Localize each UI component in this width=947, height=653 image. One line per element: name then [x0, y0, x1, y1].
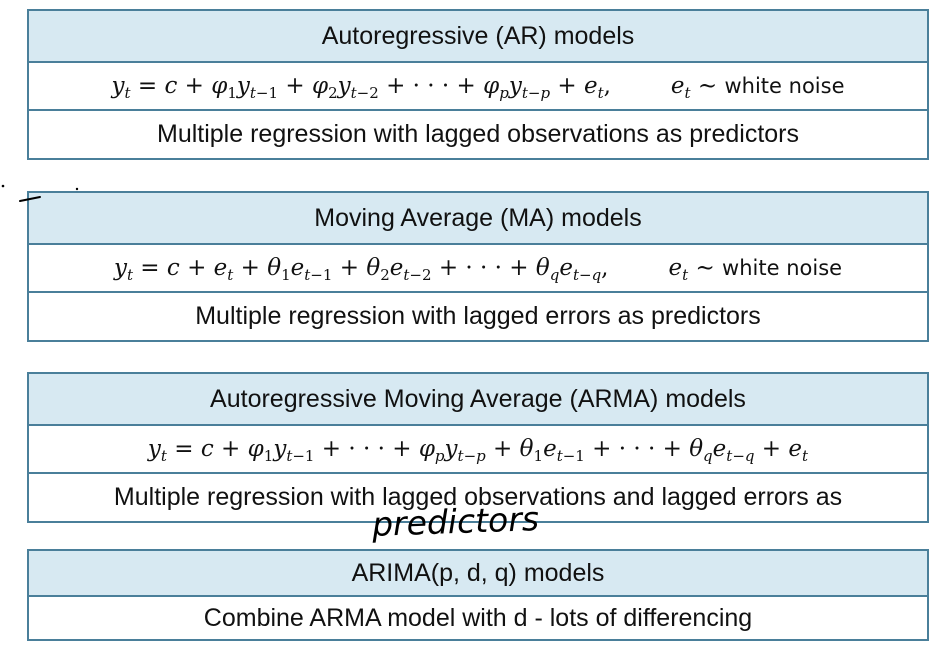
arma-title: Autoregressive Moving Average (ARMA) mod…: [29, 374, 927, 424]
ma-model-box: Moving Average (MA) models yt = c + et +…: [27, 191, 929, 342]
arma-equation: yt = c + φ1yt−1 + · · · + φpyt−p + θ1et−…: [29, 424, 927, 472]
ar-title: Autoregressive (AR) models: [29, 11, 927, 61]
ar-model-box: Autoregressive (AR) models yt = c + φ1yt…: [27, 9, 929, 160]
ma-title: Moving Average (MA) models: [29, 193, 927, 243]
ma-description: Multiple regression with lagged errors a…: [29, 291, 927, 340]
arima-title: ARIMA(p, d, q) models: [29, 551, 927, 595]
ar-description: Multiple regression with lagged observat…: [29, 109, 927, 158]
arima-description: Combine ARMA model with d - lots of diff…: [29, 595, 927, 639]
ar-equation: yt = c + φ1yt−1 + φ2yt−2 + · · · + φpyt−…: [29, 61, 927, 109]
arma-description: Multiple regression with lagged observat…: [29, 472, 927, 521]
arma-model-box: Autoregressive Moving Average (ARMA) mod…: [27, 372, 929, 523]
ma-equation: yt = c + et + θ1et−1 + θ2et−2 + · · · + …: [29, 243, 927, 291]
arima-model-box: ARIMA(p, d, q) models Combine ARMA model…: [27, 549, 929, 641]
